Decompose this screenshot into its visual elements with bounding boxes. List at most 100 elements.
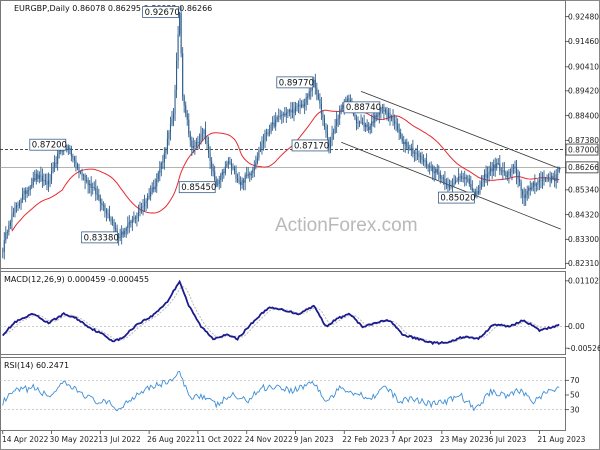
- candle-body: [218, 180, 220, 184]
- candle: [436, 164, 438, 175]
- candle-body: [407, 147, 409, 150]
- candle: [203, 128, 205, 139]
- candle-body: [147, 195, 149, 201]
- candle-body: [439, 173, 441, 179]
- candle-body: [435, 169, 437, 174]
- candle-body: [442, 177, 444, 179]
- candle: [468, 174, 470, 187]
- candle: [125, 226, 127, 238]
- rsi-panel-frame: [0, 357, 566, 431]
- candle-body: [168, 132, 170, 139]
- candle: [427, 163, 429, 172]
- candle: [96, 185, 98, 201]
- candle-body: [468, 178, 470, 185]
- candle-body: [139, 208, 141, 213]
- candle: [415, 147, 417, 161]
- candle-body: [151, 187, 153, 192]
- candle-body: [366, 124, 368, 127]
- candle: [209, 146, 211, 169]
- candle-body: [92, 187, 94, 189]
- candle: [313, 76, 315, 88]
- time-tick-label: 7 Apr 2023: [391, 435, 433, 444]
- candle-body: [291, 109, 293, 113]
- candle-body: [241, 180, 243, 186]
- candle-body: [470, 184, 472, 189]
- candle: [387, 107, 390, 122]
- candle: [6, 229, 8, 239]
- candle-body: [269, 131, 271, 133]
- channel-upper-line: [360, 90, 561, 170]
- candle-body: [250, 173, 252, 176]
- candle-body: [90, 183, 92, 189]
- time-tick-label: 26 Aug 2022: [147, 435, 195, 444]
- candle: [284, 107, 286, 118]
- candle-body: [211, 161, 213, 168]
- candle-body: [130, 222, 132, 223]
- candle: [340, 104, 342, 115]
- candle-body: [363, 122, 365, 128]
- candle-body: [479, 185, 481, 194]
- candle: [357, 116, 359, 130]
- candle-body: [519, 178, 521, 183]
- candle: [197, 136, 199, 150]
- candle-body: [189, 133, 191, 141]
- candle-body: [422, 160, 425, 162]
- watermark-text: ActionForex.com: [275, 215, 418, 236]
- candle-body: [474, 192, 476, 195]
- candle-body: [23, 190, 25, 195]
- candle-body: [482, 180, 484, 182]
- candle: [206, 135, 208, 149]
- price-tick-label: 0.87000: [568, 145, 599, 154]
- candle: [227, 157, 229, 169]
- candle-body: [197, 141, 199, 144]
- candle-body: [287, 111, 289, 113]
- candle-body: [116, 228, 118, 234]
- candle-body: [162, 161, 164, 164]
- candle: [531, 182, 533, 192]
- candle-body: [143, 203, 146, 207]
- candle: [151, 182, 153, 195]
- candle-body: [137, 212, 140, 216]
- candle-body: [214, 171, 216, 180]
- candle-body: [20, 199, 22, 204]
- candle: [221, 169, 223, 182]
- level-label-box: [142, 6, 180, 18]
- candle: [474, 188, 476, 198]
- macd-title: MACD(12,26,9) 0.000459 -0.000455: [4, 275, 149, 284]
- candle: [523, 187, 525, 207]
- candle: [134, 215, 136, 224]
- rsi-title: RSI(14) 60.2471: [4, 361, 69, 370]
- candle-body: [285, 112, 287, 116]
- candle: [249, 171, 251, 182]
- candle-body: [374, 115, 376, 123]
- candle-body: [195, 141, 197, 147]
- candle-body: [179, 13, 181, 35]
- candle-body: [236, 178, 239, 181]
- level-label-box: [178, 181, 216, 194]
- candle: [305, 92, 307, 111]
- candle: [430, 161, 432, 172]
- rsi-tick-label: 70: [570, 376, 580, 385]
- candle: [243, 177, 245, 191]
- candle-body: [133, 217, 135, 220]
- candle-body: [505, 172, 507, 177]
- candle: [493, 159, 495, 177]
- candle-body: [480, 181, 483, 186]
- candle-body: [98, 194, 100, 199]
- candle: [8, 220, 10, 236]
- candle: [139, 201, 141, 217]
- candle: [250, 170, 252, 181]
- time-tick-label: 14 Apr 2022: [2, 435, 49, 444]
- candle-body: [12, 212, 14, 215]
- candle-body: [8, 225, 10, 232]
- candle-body: [409, 149, 411, 150]
- candle-body: [58, 149, 60, 154]
- candle: [479, 180, 481, 195]
- candle: [198, 133, 200, 149]
- candle-body: [57, 153, 59, 164]
- candle-body: [497, 162, 499, 164]
- candle: [476, 186, 478, 199]
- candle: [215, 176, 217, 188]
